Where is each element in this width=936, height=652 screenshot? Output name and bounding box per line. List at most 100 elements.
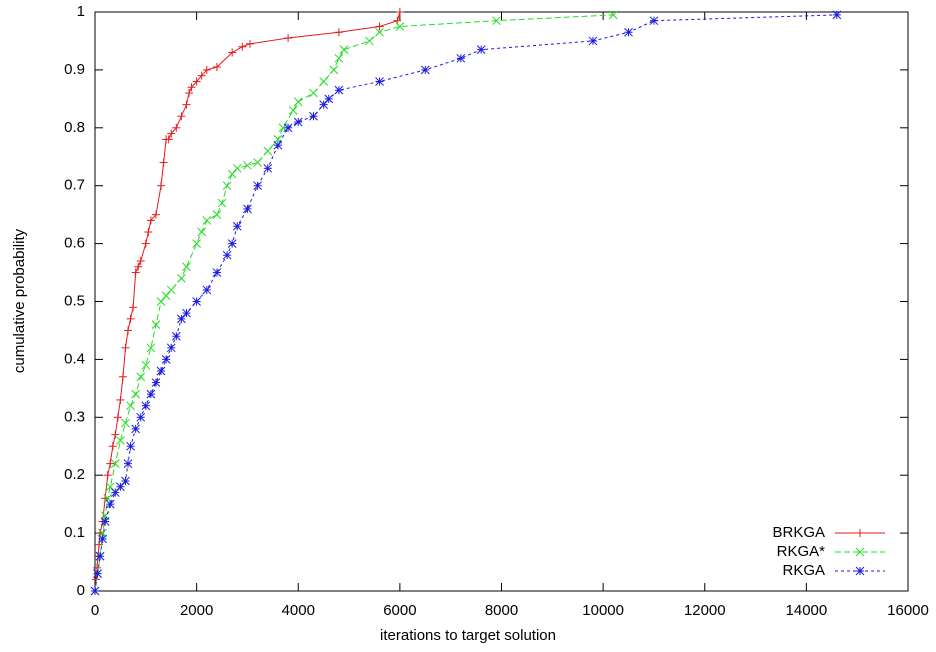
point-marker xyxy=(243,204,252,214)
marker-stroke xyxy=(202,285,212,295)
marker-stroke xyxy=(476,45,486,54)
marker-stroke xyxy=(105,482,115,492)
point-marker xyxy=(182,100,191,109)
marker-stroke xyxy=(227,169,237,179)
marker-stroke xyxy=(232,163,242,173)
point-marker xyxy=(110,459,120,468)
point-marker xyxy=(192,77,201,86)
point-marker xyxy=(334,85,344,95)
marker-stroke xyxy=(121,418,130,428)
legend-label: BRKGA xyxy=(772,524,825,541)
marker-stroke xyxy=(212,268,222,277)
y-tick-label: 0 xyxy=(77,582,85,599)
marker-stroke xyxy=(319,100,329,109)
x-tick-label: 2000 xyxy=(180,602,213,619)
marker-stroke xyxy=(243,204,252,214)
marker-stroke xyxy=(105,499,115,509)
marker-stroke xyxy=(212,210,222,220)
marker-stroke xyxy=(177,273,186,283)
marker-stroke xyxy=(375,77,384,86)
legend-label: RKGA* xyxy=(777,543,826,560)
marker-stroke xyxy=(146,343,156,353)
point-marker xyxy=(263,163,273,173)
point-marker xyxy=(93,569,102,578)
point-marker xyxy=(141,401,151,411)
point-marker xyxy=(395,22,405,31)
marker-stroke xyxy=(319,77,329,86)
point-marker xyxy=(420,65,430,75)
x-axis-label: iterations to target solution xyxy=(380,627,556,644)
point-marker xyxy=(273,140,283,150)
legend-marker xyxy=(855,547,865,557)
marker-stroke xyxy=(309,88,318,98)
point-marker xyxy=(126,401,135,411)
point-marker xyxy=(100,517,110,526)
point-marker xyxy=(339,45,349,54)
x-tick-label: 16000 xyxy=(887,602,929,619)
point-marker xyxy=(375,27,384,37)
point-marker xyxy=(334,28,343,37)
marker-stroke xyxy=(624,27,633,37)
y-tick-label: 0.5 xyxy=(64,292,85,309)
x-tick-label: 0 xyxy=(91,602,99,619)
point-marker xyxy=(146,389,156,399)
marker-stroke xyxy=(95,551,105,561)
point-marker xyxy=(283,123,293,133)
point-marker xyxy=(166,285,176,295)
point-marker xyxy=(185,89,194,98)
legend-label: RKGA xyxy=(782,562,825,579)
y-tick-label: 0.7 xyxy=(64,177,85,194)
marker-stroke xyxy=(334,53,344,63)
marker-stroke xyxy=(375,27,384,37)
point-marker xyxy=(134,262,143,271)
marker-stroke xyxy=(288,106,298,115)
point-marker xyxy=(113,413,122,422)
marker-stroke xyxy=(123,459,133,468)
plot-frame xyxy=(94,11,909,592)
point-marker xyxy=(161,291,171,301)
x-tick-label: 10000 xyxy=(582,602,624,619)
marker-stroke xyxy=(293,117,303,127)
y-axis-label: cumulative probability xyxy=(11,228,28,373)
point-marker xyxy=(319,77,329,86)
marker-stroke xyxy=(324,94,334,104)
marker-stroke xyxy=(222,181,232,191)
point-marker xyxy=(624,27,633,37)
x-tick-label: 14000 xyxy=(786,602,828,619)
point-marker xyxy=(177,314,186,324)
marker-stroke xyxy=(192,297,201,306)
marker-stroke xyxy=(365,36,374,46)
marker-stroke xyxy=(90,586,100,596)
point-marker xyxy=(182,262,191,272)
marker-stroke xyxy=(608,10,618,20)
point-marker xyxy=(156,366,166,376)
point-marker xyxy=(227,169,237,179)
point-marker xyxy=(131,424,141,434)
marker-stroke xyxy=(273,140,283,150)
marker-stroke xyxy=(116,436,125,445)
point-marker xyxy=(182,308,191,318)
marker-stroke xyxy=(492,16,501,26)
point-marker xyxy=(253,181,262,191)
point-marker xyxy=(95,551,105,561)
point-marker xyxy=(116,395,125,404)
point-marker xyxy=(116,436,125,445)
point-marker xyxy=(212,268,222,277)
point-marker xyxy=(202,285,212,295)
marker-stroke xyxy=(649,16,659,26)
marker-stroke xyxy=(131,389,141,399)
point-marker xyxy=(177,273,186,283)
point-marker xyxy=(192,239,201,248)
marker-stroke xyxy=(166,285,176,295)
point-marker xyxy=(103,471,112,480)
point-marker xyxy=(151,210,160,219)
marker-stroke xyxy=(588,36,598,46)
point-marker xyxy=(202,65,211,74)
point-marker xyxy=(334,53,344,63)
marker-stroke xyxy=(166,343,176,353)
point-marker xyxy=(832,10,842,20)
marker-stroke xyxy=(243,161,252,170)
marker-stroke xyxy=(93,569,102,578)
point-marker xyxy=(228,48,237,57)
y-tick-label: 0.2 xyxy=(64,466,85,483)
